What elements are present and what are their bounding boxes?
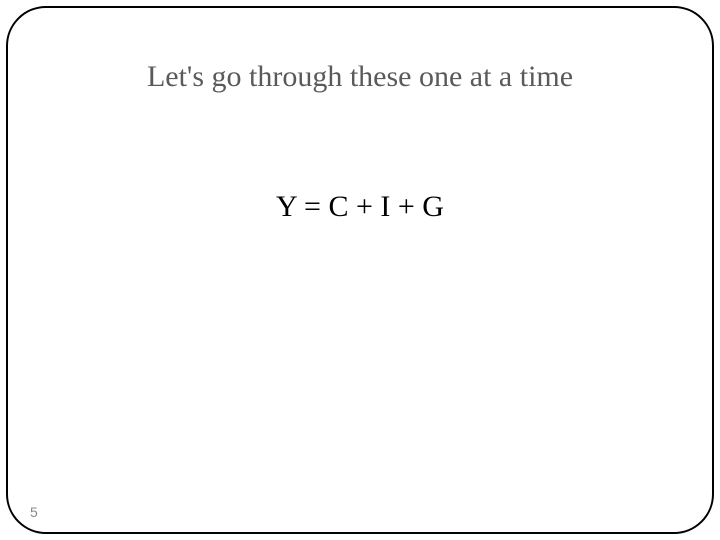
slide-content: Let's go through these one at a time Y =… [0,0,720,540]
slide-equation: Y = C + I + G [0,190,720,224]
page-number: 5 [30,504,38,520]
slide-title: Let's go through these one at a time [0,60,720,94]
